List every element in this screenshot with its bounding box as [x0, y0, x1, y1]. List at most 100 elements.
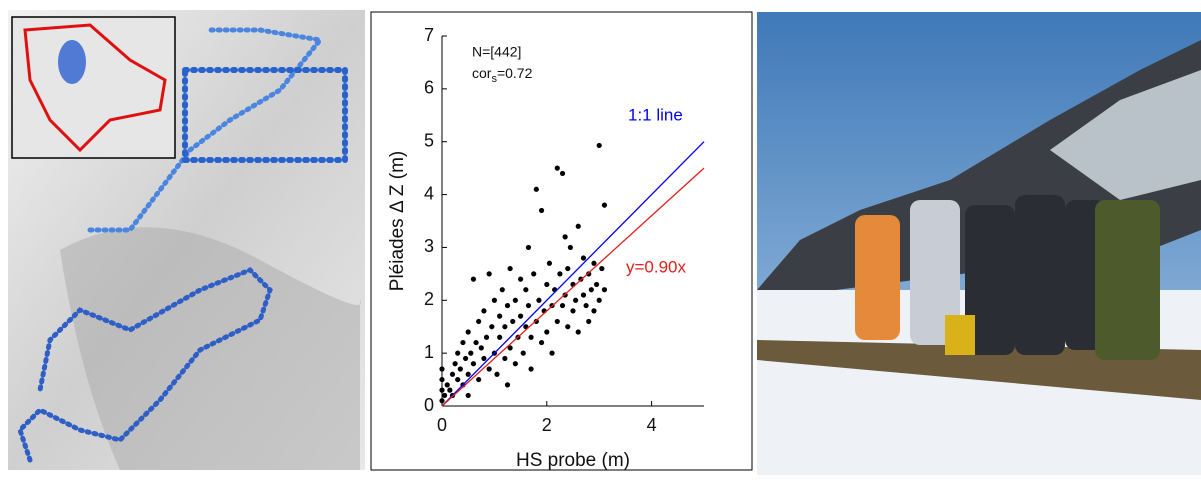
catchment-outline — [23, 23, 167, 153]
scatter-point — [525, 244, 532, 251]
scatter-point — [504, 382, 511, 388]
photo-people — [855, 195, 1160, 360]
scatter-point — [504, 302, 511, 309]
x-axis-label: HS probe (m) — [516, 450, 630, 471]
correlation-annotation: cors=0.72 — [472, 65, 533, 85]
scatter-point — [439, 387, 445, 393]
scatter-point — [567, 244, 573, 251]
scatter-point — [478, 345, 484, 351]
scatter-point — [583, 302, 589, 309]
scatter-point — [528, 366, 534, 372]
y-tick-label: 3 — [424, 236, 434, 256]
inset-points — [58, 40, 86, 84]
scatter-point — [591, 308, 597, 314]
scatter-point — [481, 308, 487, 314]
scatter-point — [554, 318, 560, 325]
photo-panel — [757, 12, 1201, 475]
scatter-point — [544, 329, 550, 335]
scatter-point — [481, 355, 487, 362]
scatter-point — [531, 271, 537, 277]
scatter-point — [580, 292, 587, 298]
scatter-point — [588, 287, 594, 293]
scatter-point — [457, 366, 463, 372]
scatter-point — [518, 313, 524, 319]
scatter-point — [486, 271, 492, 277]
map-panel — [8, 10, 365, 470]
scatter-point — [460, 339, 466, 346]
scatter-point — [439, 376, 445, 383]
scatter-point — [596, 297, 602, 303]
y-tick-label: 2 — [424, 289, 434, 309]
y-tick-label: 0 — [424, 395, 434, 415]
scatter-point — [586, 271, 592, 277]
scatter-point — [544, 281, 550, 288]
scatter-point — [586, 318, 592, 325]
scatter-point — [570, 308, 576, 314]
y-tick-label: 4 — [424, 183, 434, 203]
scatter-point — [575, 329, 581, 335]
scatter-point — [494, 371, 500, 377]
x-tick-label: 2 — [542, 415, 552, 435]
scatter-point — [499, 287, 505, 293]
scatter-point — [470, 361, 477, 367]
scatter-point — [507, 265, 513, 272]
cor-text: cor — [472, 65, 492, 81]
cor-subscript: s — [491, 73, 497, 85]
scatter-point — [525, 302, 532, 309]
scatter-point — [518, 276, 524, 282]
scatter-point — [538, 339, 545, 346]
n-annotation: N=[442] — [472, 44, 521, 60]
probe-track — [17, 267, 273, 463]
chart-frame — [370, 11, 753, 471]
y-tick-label: 6 — [424, 78, 434, 98]
scatter-point — [538, 207, 545, 214]
scatter-point — [559, 302, 566, 309]
y-tick-label: 7 — [424, 25, 434, 45]
scatter-point — [439, 398, 445, 404]
scatter-point — [575, 223, 581, 229]
scatter-point — [573, 297, 579, 303]
scatter-point — [596, 142, 602, 149]
scatter-point — [502, 324, 508, 330]
scatter-point — [444, 382, 450, 388]
scatter-point — [593, 281, 600, 288]
scatter-point — [462, 355, 469, 362]
scatter-point — [536, 297, 542, 303]
x-tick-label: 0 — [437, 415, 447, 435]
x-tick-label: 4 — [647, 415, 657, 435]
scatter-point — [533, 186, 539, 192]
scatter-point — [549, 350, 555, 356]
fit-line — [441, 167, 705, 407]
y-axis-label: Pléiades Δ Z (m) — [387, 151, 408, 291]
scatter-point — [439, 366, 445, 372]
scatter-point — [491, 297, 497, 303]
scatter-point — [507, 345, 513, 351]
scatter-point — [465, 392, 471, 399]
probe-grid — [182, 67, 348, 163]
scatter-point — [510, 318, 516, 325]
scatter-point — [486, 366, 492, 372]
scatter-point — [528, 334, 534, 340]
scatter-point — [512, 361, 518, 367]
scatter-point — [476, 376, 482, 383]
scatter-point — [455, 350, 461, 356]
scatter-point — [562, 234, 568, 240]
scatter-point — [455, 376, 461, 383]
photo-ground — [757, 340, 1201, 400]
scatter-point — [452, 361, 458, 367]
scatter-point — [559, 170, 566, 177]
line-label: 1:1 line — [628, 105, 683, 124]
scatter-point — [565, 265, 571, 272]
scatter-point — [580, 255, 587, 261]
scatter-point — [523, 287, 529, 293]
scatter-point — [565, 324, 571, 330]
scatter-point — [512, 297, 518, 303]
line-label: y=0.90x — [626, 257, 687, 276]
scatter-point — [449, 371, 456, 377]
scatter-point — [470, 276, 477, 282]
scatter-point — [473, 339, 479, 346]
scatter-point — [557, 271, 563, 277]
fit-line — [441, 141, 705, 407]
scatter-point — [546, 260, 553, 266]
